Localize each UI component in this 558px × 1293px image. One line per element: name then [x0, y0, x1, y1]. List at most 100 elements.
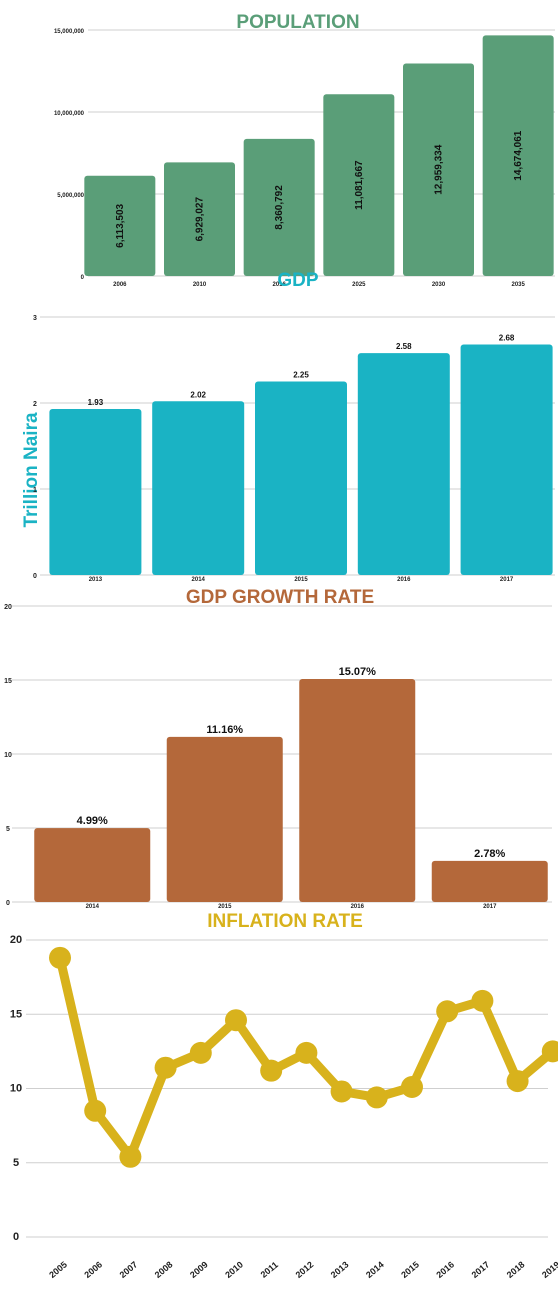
gdp-x-ticks: 2013 2014 2015 2016 2017: [89, 577, 514, 583]
population-bar: [164, 162, 235, 276]
inflation-point: [400, 1076, 423, 1099]
population-y-tick-label: 0: [81, 275, 85, 281]
population-x-tick-label: 2010: [193, 282, 207, 288]
gdp-bar: [49, 409, 142, 575]
gdp-x-tick-label: 2013: [89, 577, 103, 583]
population-bar: [243, 138, 315, 276]
inflation-point: [471, 989, 494, 1012]
inflation-x-tick-label: 2015: [399, 1259, 421, 1280]
gdp-y-tick-label: 1: [33, 487, 37, 494]
inflation-x-tick-label: 2006: [82, 1259, 104, 1280]
gdp-growth-x-tick-label: 2017: [483, 904, 497, 910]
inflation-x-tick-label: 2018: [505, 1259, 527, 1280]
inflation-x-ticks: 2005 2006 2007 2008 2009 2010 2011 2012 2013 2014…: [47, 1259, 558, 1280]
gdp-growth-x-tick-label: 2014: [86, 904, 100, 910]
inflation-point: [506, 1070, 529, 1093]
population-data-label: 6,113,503: [115, 203, 126, 247]
inflation-point: [189, 1041, 212, 1064]
population-chart: POPULATION 0 5,000,000 10,000,000 15,000,00…: [54, 12, 555, 288]
gdp-growth-y-tick-label: 0: [6, 900, 10, 907]
inflation-point: [154, 1056, 177, 1079]
gdp-y-tick-label: 0: [33, 573, 37, 580]
inflation-x-tick-label: 2014: [364, 1259, 386, 1280]
population-bar: [84, 175, 156, 276]
gdp-growth-chart: GDP GROWTH RATE 0 5 10 15 20 4.99% 11.16% 15.0…: [4, 587, 552, 910]
population-data-label: 11,081,667: [354, 160, 365, 210]
inflation-x-tick-label: 2011: [259, 1260, 280, 1280]
gdp-chart: GDP Trillion Naira 0 1 2 3 1.93 2.02 2.25 2.58…: [21, 270, 555, 583]
gdp-y-tick-label: 2: [33, 401, 37, 408]
population-x-tick-label: 2035: [511, 282, 525, 288]
gdp-growth-bars: 4.99% 11.16% 15.07% 2.78%: [34, 666, 548, 902]
gdp-bars: 1.93 2.02 2.25 2.58 2.68: [49, 334, 553, 575]
population-x-tick-label: 2016: [272, 282, 286, 288]
inflation-line-series: [49, 946, 558, 1168]
gdp-growth-x-tick-label: 2015: [218, 904, 232, 910]
population-bars: 6,113,503 6,929,027 8,360,792 11,081,667 12,…: [84, 35, 554, 277]
inflation-point: [541, 1040, 558, 1063]
inflation-point: [436, 1000, 459, 1023]
gdp-growth-bar: [34, 828, 151, 902]
gdp-growth-y-tick-label: 15: [4, 678, 12, 685]
population-x-ticks: 2006 2010 2016 2025 2030 2035: [113, 282, 525, 288]
population-x-tick-label: 2006: [113, 282, 127, 288]
gdp-growth-y-ticks: 0 5 10 15 20: [4, 604, 12, 907]
population-bar: [323, 94, 395, 277]
gdp-growth-y-tick-label: 10: [4, 752, 12, 759]
inflation-gridlines: [26, 939, 548, 1238]
inflation-chart: INFLATION RATE 0 5 10 15 20 2005 2006 2007 2008…: [10, 911, 558, 1280]
population-x-tick-label: 2025: [352, 282, 366, 288]
population-data-label: 12,959,334: [434, 144, 445, 194]
gdp-x-tick-label: 2015: [294, 577, 308, 583]
gdp-data-label: 1.93: [88, 398, 104, 407]
gdp-growth-data-label: 4.99%: [77, 815, 108, 827]
inflation-y-tick-label: 15: [10, 1008, 22, 1020]
gdp-x-tick-label: 2014: [192, 577, 206, 583]
gdp-growth-data-label: 2.78%: [474, 848, 505, 860]
gdp-chart-title: GDP: [277, 270, 319, 291]
gdp-y-tick-label: 3: [33, 315, 37, 322]
population-chart-title: POPULATION: [236, 12, 359, 33]
inflation-x-tick-label: 2008: [153, 1259, 175, 1280]
population-x-tick-label: 2030: [432, 282, 446, 288]
inflation-point: [295, 1041, 318, 1064]
gdp-x-tick-label: 2017: [500, 577, 514, 583]
inflation-x-tick-label: 2019: [540, 1259, 558, 1280]
gdp-growth-bar: [166, 736, 283, 902]
population-data-label: 14,674,061: [513, 130, 524, 180]
inflation-x-tick-label: 2007: [118, 1259, 140, 1280]
gdp-data-label: 2.02: [190, 390, 206, 399]
gdp-x-tick-label: 2016: [397, 577, 411, 583]
population-bar: [403, 63, 474, 277]
gdp-growth-data-label: 11.16%: [206, 724, 243, 736]
gdp-y-axis-label: Trillion Naira: [21, 412, 42, 528]
inflation-y-tick-label: 20: [10, 934, 22, 946]
inflation-point: [119, 1145, 142, 1168]
inflation-point: [224, 1009, 247, 1032]
inflation-point: [365, 1086, 388, 1109]
inflation-y-tick-label: 5: [13, 1157, 19, 1169]
population-data-label: 6,929,027: [195, 197, 206, 242]
inflation-point: [49, 946, 71, 969]
population-y-ticks: 0 5,000,000 10,000,000 15,000,000: [54, 29, 85, 281]
gdp-growth-bar: [299, 678, 416, 902]
inflation-x-tick-label: 2005: [47, 1259, 69, 1280]
gdp-y-ticks: 0 1 2 3: [33, 315, 37, 580]
gdp-bar: [460, 344, 553, 575]
inflation-x-tick-label: 2013: [329, 1259, 351, 1280]
gdp-bar: [357, 353, 450, 575]
inflation-point: [260, 1059, 283, 1082]
gdp-growth-y-tick-label: 5: [6, 826, 10, 833]
gdp-data-label: 2.58: [396, 342, 412, 351]
population-y-tick-label: 10,000,000: [54, 111, 85, 117]
inflation-chart-title: INFLATION RATE: [207, 911, 363, 932]
gdp-growth-chart-title: GDP GROWTH RATE: [186, 587, 374, 608]
inflation-x-tick-label: 2016: [434, 1259, 456, 1280]
inflation-y-tick-label: 10: [10, 1083, 22, 1095]
population-bar: [482, 35, 554, 276]
population-y-tick-label: 15,000,000: [54, 29, 85, 35]
inflation-x-tick-label: 2017: [470, 1259, 492, 1280]
inflation-x-tick-label: 2012: [294, 1259, 316, 1280]
gdp-data-label: 2.68: [499, 334, 515, 343]
